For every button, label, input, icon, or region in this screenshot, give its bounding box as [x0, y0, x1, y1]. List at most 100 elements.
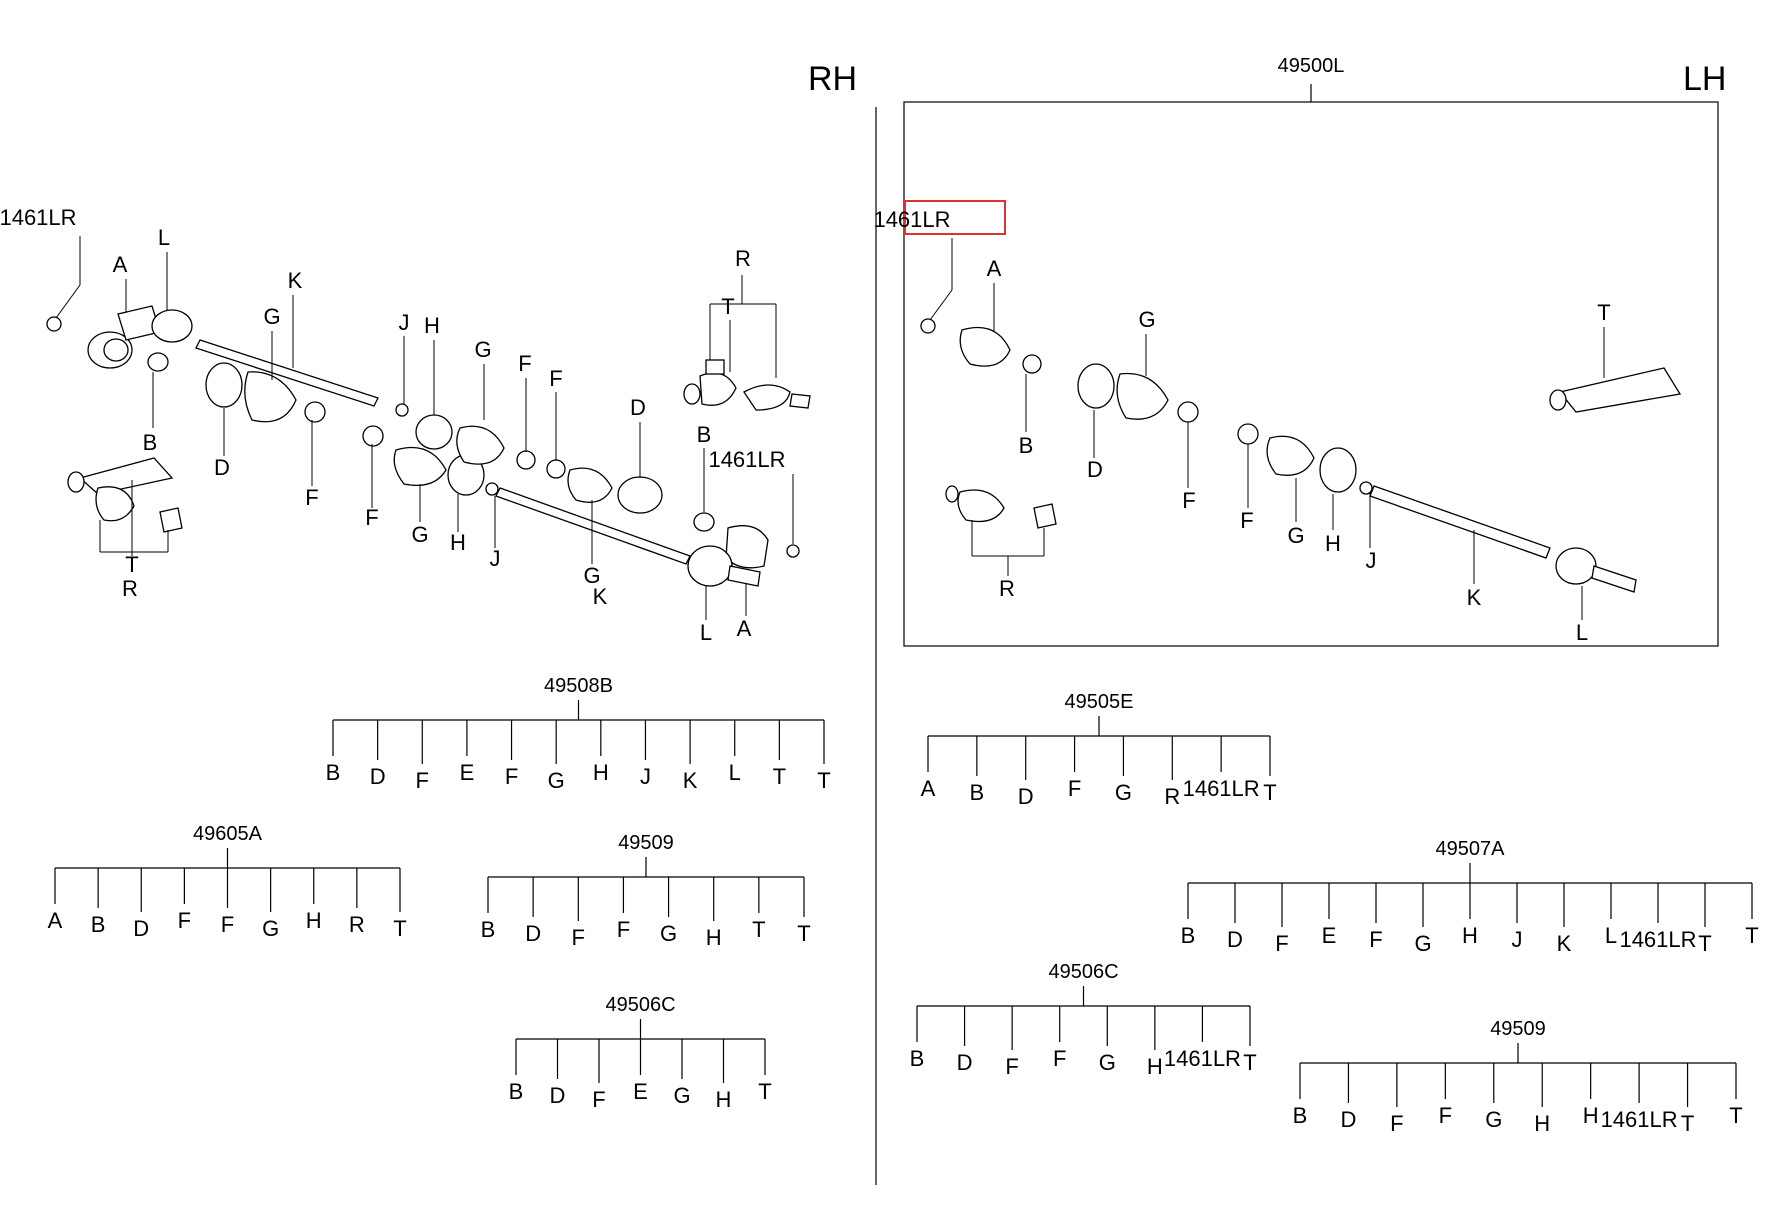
- boot-band-icon: [1319, 447, 1357, 493]
- parts-list-code: 49605A: [193, 823, 263, 845]
- sleeve-icon: [725, 525, 769, 569]
- parts-list-item: F: [572, 925, 585, 950]
- tripod-icon: [95, 486, 135, 522]
- parts-list-item: F: [1369, 927, 1382, 952]
- callout-rh-14: F: [518, 351, 531, 376]
- parts-list-item: 1461LR: [1183, 776, 1260, 801]
- parts-list-item: T: [752, 917, 765, 942]
- callout-rh-10: R: [122, 576, 138, 601]
- parts-list-49605A: 49605A A B D F F G H R T: [48, 823, 407, 941]
- callout-lh-0: 1461LR: [873, 207, 950, 232]
- rh-exploded-drawing: [46, 305, 811, 587]
- parts-list-item: H: [1583, 1103, 1599, 1128]
- parts-list-item: T: [797, 921, 810, 946]
- parts-list-item: R: [1164, 784, 1180, 809]
- parts-list-item: H: [1462, 923, 1478, 948]
- clamp-icon: [546, 459, 566, 479]
- lh-leader-lines: [929, 238, 1605, 620]
- spline-shaft-icon: [789, 393, 811, 409]
- parts-list-code: 49506C: [605, 994, 675, 1016]
- parts-list-item: L: [1605, 923, 1617, 948]
- parts-list-item: G: [673, 1083, 690, 1108]
- boot-icon: [456, 425, 505, 465]
- highlight-box[interactable]: [904, 200, 1006, 235]
- circlip-icon: [485, 482, 499, 496]
- parts-list-code: 49508B: [544, 675, 613, 697]
- tripod-icon: [699, 372, 737, 406]
- parts-list-code: 49509: [1490, 1018, 1546, 1040]
- parts-list-item: F: [416, 768, 429, 793]
- parts-list-item: B: [1181, 923, 1196, 948]
- parts-list-code: 49505E: [1065, 691, 1134, 713]
- callout-rh-16: D: [630, 395, 646, 420]
- parts-list-item: B: [481, 917, 496, 942]
- parts-list-item: K: [1557, 931, 1572, 956]
- grease-tube-icon: [1558, 367, 1682, 413]
- parts-list-item: B: [1293, 1103, 1308, 1128]
- parts-list-item: T: [393, 916, 406, 941]
- circlip-icon: [1359, 481, 1373, 495]
- parts-list-item: F: [1068, 776, 1081, 801]
- clamp-icon: [1177, 401, 1199, 423]
- callout-rh-17: R: [735, 246, 751, 271]
- callout-rh-8: F: [365, 505, 378, 530]
- callout-lh-4: B: [1019, 433, 1034, 458]
- callout-lh-7: F: [1240, 508, 1253, 533]
- parts-list-item: F: [505, 764, 518, 789]
- drive-shaft-icon: [495, 487, 691, 565]
- callout-rh-4: G: [263, 304, 280, 329]
- parts-list-item: T: [1243, 1050, 1256, 1075]
- parts-list-item: B: [910, 1046, 925, 1071]
- callout-rh-6: D: [214, 455, 230, 480]
- rh-leader-lines: [55, 236, 794, 620]
- parts-list-item: T: [1698, 931, 1711, 956]
- parts-list-49506C: 49506C B D F F G H 1461LR T: [910, 961, 1257, 1079]
- ring-icon: [1022, 354, 1042, 374]
- parts-list-item: 1461LR: [1601, 1107, 1678, 1132]
- callout-lh-2: G: [1138, 307, 1155, 332]
- parts-list-item: G: [660, 921, 677, 946]
- callout-lh-11: K: [1467, 585, 1482, 610]
- parts-list-item: F: [592, 1087, 605, 1112]
- parts-list-item: E: [1322, 923, 1337, 948]
- spider-icon: [705, 359, 725, 375]
- callout-rh-5: B: [143, 430, 158, 455]
- parts-list-item: A: [921, 776, 936, 801]
- parts-list-code: 49507A: [1436, 838, 1506, 860]
- boot-icon: [1266, 435, 1315, 476]
- callout-lh-3: T: [1597, 300, 1610, 325]
- parts-list-item: F: [221, 912, 234, 937]
- callout-rh-1: A: [113, 252, 128, 277]
- outer-joint-icon: [687, 545, 733, 587]
- grease-tube-icon: [78, 457, 174, 495]
- callout-rh-22: H: [450, 530, 466, 555]
- parts-list-item: B: [970, 780, 985, 805]
- callout-rh-9: T: [125, 552, 138, 577]
- parts-list-item: F: [1439, 1103, 1452, 1128]
- parts-list-item: E: [460, 760, 475, 785]
- callout-rh-21: G: [411, 522, 428, 547]
- parts-list-item: T: [1681, 1111, 1694, 1136]
- callout-rh-7: F: [305, 485, 318, 510]
- parts-list-item: H: [306, 908, 322, 933]
- parts-list-item: 1461LR: [1619, 927, 1696, 952]
- boot-band-icon: [205, 362, 243, 408]
- ring-icon: [147, 352, 169, 372]
- callout-lh-13: R: [999, 576, 1015, 601]
- boot-icon: [567, 467, 613, 503]
- parts-list-item: B: [91, 912, 106, 937]
- parts-list-item: F: [1390, 1111, 1403, 1136]
- callout-rh-18: T: [721, 294, 734, 319]
- parts-list-item: D: [1018, 784, 1034, 809]
- callout-rh-25: K: [593, 584, 608, 609]
- parts-list-item: G: [1485, 1107, 1502, 1132]
- parts-list-item: T: [1263, 780, 1276, 805]
- parts-list-item: J: [1512, 927, 1523, 952]
- boot-band-icon: [617, 476, 663, 514]
- parts-list-item: H: [716, 1087, 732, 1112]
- callout-rh-20: 1461LR: [708, 447, 785, 472]
- parts-list-item: E: [633, 1079, 648, 1104]
